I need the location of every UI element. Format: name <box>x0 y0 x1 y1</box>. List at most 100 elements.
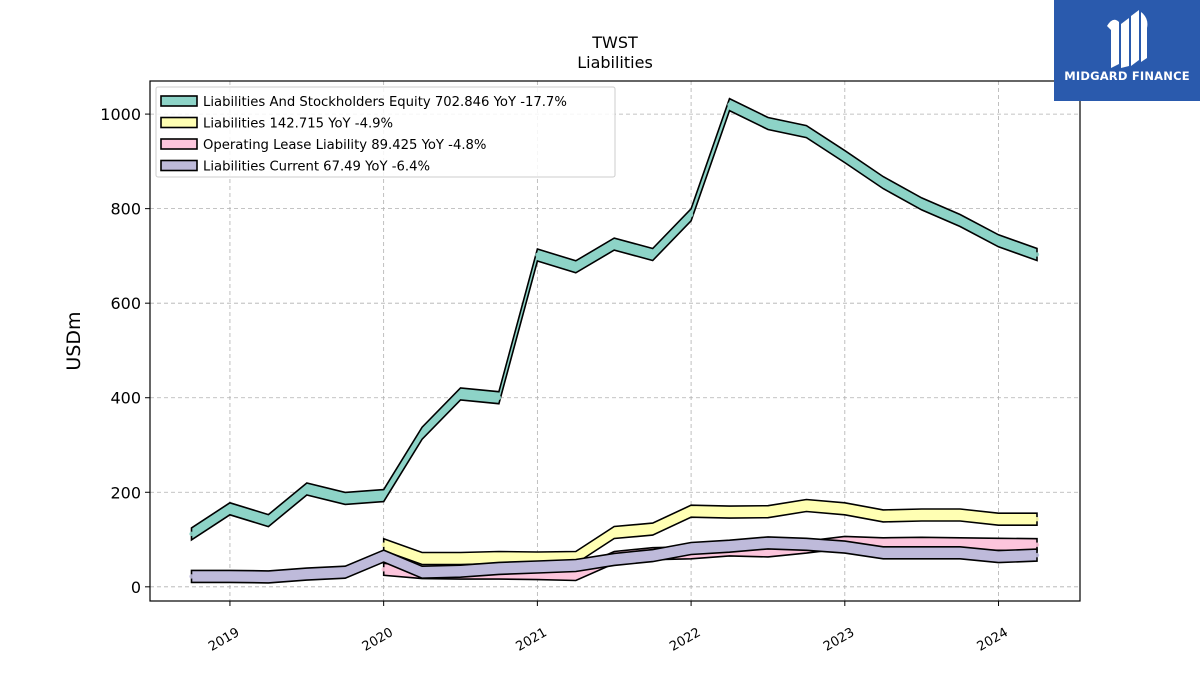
data-point <box>919 512 924 518</box>
data-point <box>381 542 386 547</box>
x-tick-label: 2022 <box>667 625 703 655</box>
y-tick-label: 600 <box>110 294 141 313</box>
data-point <box>688 546 694 551</box>
brand-logo: MIDGARD FINANCE <box>1054 0 1200 101</box>
data-point <box>419 430 425 436</box>
data-point <box>496 555 502 560</box>
data-point <box>343 569 348 575</box>
data-point <box>957 512 963 518</box>
data-point <box>612 557 617 562</box>
data-point <box>496 566 502 571</box>
data-point <box>919 550 924 555</box>
legend-label: Liabilities And Stockholders Equity 702.… <box>203 95 567 110</box>
data-point <box>727 102 732 107</box>
legend-swatch <box>160 138 198 150</box>
data-point <box>304 486 309 492</box>
x-tick-label: 2023 <box>821 625 857 655</box>
plot-frame <box>149 80 1081 602</box>
data-point <box>688 508 694 514</box>
data-point <box>612 530 617 535</box>
data-point <box>765 540 771 546</box>
data-point <box>727 543 732 549</box>
y-tick-label: 200 <box>110 483 141 502</box>
y-tick-label: 400 <box>110 389 141 408</box>
data-point <box>804 542 809 547</box>
legend-box <box>155 86 616 178</box>
data-point <box>381 553 386 559</box>
data-point <box>381 493 386 498</box>
data-point <box>881 180 886 185</box>
chart-title: TWST <box>591 33 638 52</box>
y-tick-label: 0 <box>131 578 141 597</box>
data-point <box>765 121 771 126</box>
series-band-1 <box>190 97 1038 542</box>
data-point <box>535 564 540 570</box>
data-point <box>1034 542 1040 547</box>
data-point <box>881 541 886 546</box>
data-point <box>650 526 655 532</box>
x-tick-label: 2021 <box>514 625 550 655</box>
y-tick-label: 1000 <box>100 105 141 124</box>
data-point <box>573 572 579 577</box>
data-point <box>458 391 463 397</box>
data-point <box>765 509 771 514</box>
data-point <box>535 252 540 258</box>
legend-swatch <box>160 95 198 107</box>
y-axis-label: USDm <box>63 311 85 370</box>
data-point <box>650 553 655 558</box>
chart-subtitle: Liabilities <box>577 53 653 72</box>
data-point <box>266 518 271 523</box>
series-layer <box>189 97 1040 584</box>
midgard-logo-icon <box>1107 10 1148 68</box>
data-point <box>1034 517 1040 522</box>
legend-label: Operating Lease Liability 89.425 YoY -4.… <box>203 138 486 153</box>
data-point <box>1034 552 1040 558</box>
data-point <box>343 496 348 501</box>
legend-label: Liabilities Current 67.49 YoY -6.4% <box>203 160 430 175</box>
data-point <box>842 154 848 159</box>
data-point <box>919 201 924 207</box>
data-point <box>573 563 579 568</box>
x-tick-label: 2020 <box>360 625 396 655</box>
data-point <box>996 238 1001 243</box>
data-point <box>1034 252 1040 257</box>
data-point <box>227 506 233 512</box>
data-point <box>458 569 463 574</box>
data-point <box>919 541 924 546</box>
legend: Liabilities And Stockholders Equity 702.… <box>155 86 616 178</box>
data-point <box>496 395 502 400</box>
legend-label: Liabilities 142.715 YoY -4.9% <box>203 117 393 132</box>
data-point <box>804 503 809 508</box>
data-point <box>535 555 540 561</box>
data-point <box>842 506 848 512</box>
x-tick-label: 2019 <box>206 625 242 655</box>
data-point <box>881 550 886 555</box>
data-point <box>996 542 1001 547</box>
data-point <box>957 541 963 546</box>
data-point <box>957 218 963 223</box>
data-point <box>688 212 694 217</box>
x-tick-label: 2024 <box>975 625 1011 655</box>
data-point <box>650 252 655 257</box>
legend-swatch <box>160 116 198 129</box>
data-point <box>227 574 233 579</box>
data-point <box>304 571 309 577</box>
data-point <box>419 556 425 561</box>
y-tick-label: 800 <box>110 200 141 219</box>
data-point <box>881 513 886 519</box>
data-point <box>804 129 809 134</box>
data-point <box>727 509 732 515</box>
data-point <box>189 574 194 579</box>
data-point <box>957 550 963 555</box>
legend-swatch <box>160 159 198 172</box>
data-point <box>612 241 617 247</box>
data-point <box>381 567 386 572</box>
data-point <box>266 574 271 580</box>
data-point <box>996 554 1001 559</box>
data-point <box>419 569 425 575</box>
data-point <box>842 544 848 550</box>
data-point <box>189 531 194 537</box>
data-point <box>996 517 1001 522</box>
data-point <box>573 264 579 269</box>
